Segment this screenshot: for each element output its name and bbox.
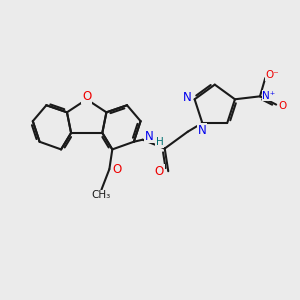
Text: O⁻: O⁻	[266, 70, 280, 80]
Text: O: O	[278, 101, 287, 111]
Text: O: O	[155, 165, 164, 178]
Text: H: H	[156, 137, 164, 147]
Text: N⁺: N⁺	[262, 91, 275, 101]
Text: CH₃: CH₃	[92, 190, 111, 200]
Text: N: N	[198, 124, 207, 137]
Text: O: O	[112, 163, 122, 176]
Text: N: N	[145, 130, 154, 143]
Text: N: N	[183, 91, 192, 104]
Text: O: O	[82, 91, 91, 103]
